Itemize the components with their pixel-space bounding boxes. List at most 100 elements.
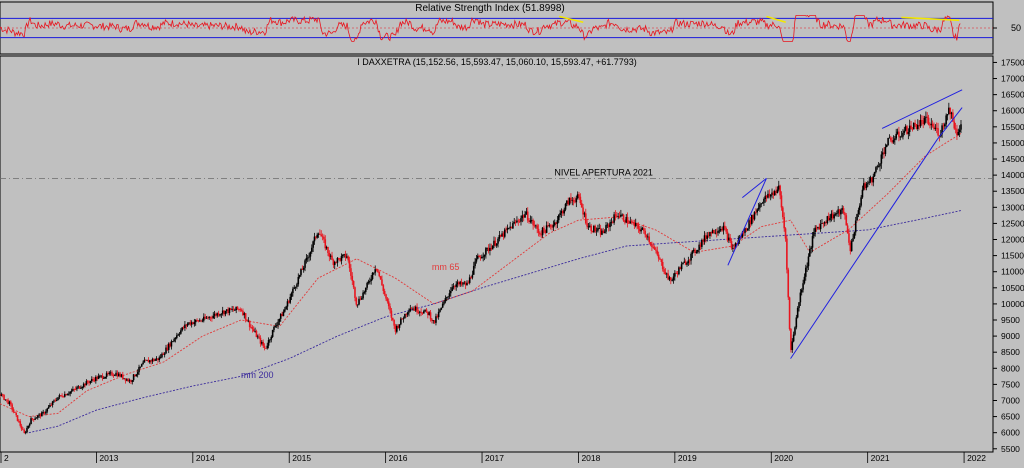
price-y-tick-label: 17500 [1001, 57, 1024, 67]
price-candle [786, 235, 788, 274]
trendline [742, 177, 767, 199]
price-candle [813, 228, 815, 239]
price-candle [436, 314, 439, 319]
price-candle [59, 395, 62, 397]
price-candle [302, 265, 305, 273]
price-candle [128, 378, 131, 384]
price-candle [139, 366, 142, 369]
price-candle [804, 264, 807, 281]
price-candle [503, 227, 506, 239]
price-candle [544, 229, 547, 235]
price-candle [90, 376, 93, 383]
price-candle [682, 262, 684, 265]
price-candle [505, 226, 507, 233]
price-candle [575, 195, 578, 208]
price-candle [432, 320, 435, 324]
price-candle [547, 221, 549, 228]
price-candle [611, 220, 614, 224]
price-candle [327, 246, 329, 257]
price-candle [315, 236, 317, 240]
price-y-tick-label: 12500 [1001, 218, 1024, 228]
price-y-tick-label: 14000 [1001, 170, 1024, 180]
price-candle [464, 281, 467, 290]
price-y-tick-label: 10500 [1001, 283, 1024, 293]
price-candle [795, 314, 798, 330]
price-candle [568, 197, 571, 206]
price-candle [111, 370, 113, 377]
price-candle [472, 261, 475, 275]
price-candle [680, 261, 683, 272]
price-candle [97, 373, 100, 380]
x-tick-label: 2022 [967, 453, 986, 463]
price-candle [476, 253, 479, 260]
price-candle [867, 180, 869, 188]
price-candle [194, 319, 197, 326]
price-candle [906, 125, 908, 135]
price-candle [829, 214, 831, 223]
price-candle [412, 306, 414, 311]
x-tick-label: 2020 [774, 453, 793, 463]
price-candle [564, 202, 567, 212]
price-candle [212, 312, 215, 319]
price-candle [255, 329, 258, 338]
price-candle [908, 119, 911, 137]
price-candle [16, 415, 19, 422]
price-candle [707, 231, 710, 238]
price-candle [43, 411, 46, 415]
price-candle [954, 122, 957, 134]
price-candle [601, 228, 603, 236]
price-candle [927, 114, 930, 126]
price-candle [178, 332, 181, 337]
price-candle [899, 135, 902, 141]
price-candle [941, 123, 943, 138]
price-candle [765, 194, 768, 202]
x-axis: 2 2013 2014 2015 2016 2017 2018 2019 2020 2021 202… [0, 451, 993, 463]
price-candle [80, 385, 82, 389]
price-candle [483, 254, 486, 261]
price-candle [726, 229, 729, 243]
price-candle [26, 425, 28, 434]
price-candle [100, 375, 103, 378]
price-candle [159, 354, 162, 359]
price-candle [513, 217, 516, 225]
price-candle [668, 275, 671, 282]
price-candle [413, 305, 416, 311]
price-candle [599, 224, 602, 238]
price-candle [230, 307, 232, 311]
price-candle [49, 402, 51, 408]
price-candle [783, 212, 785, 232]
price-candle [799, 288, 802, 306]
price-candle [117, 371, 120, 377]
price-candle [58, 393, 61, 400]
price-candle [408, 308, 410, 317]
price-candle [313, 232, 316, 245]
price-candle [768, 189, 771, 199]
price-candle [509, 221, 511, 231]
price-candle [138, 364, 140, 375]
price-candle [103, 376, 105, 379]
price-candle [846, 223, 849, 234]
price-candle [530, 216, 533, 224]
price-candle [957, 128, 960, 136]
price-candle [717, 227, 719, 236]
price-candle [517, 218, 520, 226]
price-candle [553, 219, 556, 227]
price-candle [922, 115, 925, 129]
price-y-tick-label: 5500 [1001, 444, 1020, 454]
price-candle [597, 224, 599, 233]
price-candle [337, 257, 340, 261]
price-candle [584, 208, 587, 225]
price-candle [267, 337, 270, 349]
rsi-divergence-segment [901, 16, 960, 22]
price-candle [304, 259, 306, 272]
price-candle [745, 227, 748, 233]
price-candle [788, 296, 791, 331]
price-candle [703, 231, 706, 245]
price-candle [367, 279, 370, 285]
price-candle [660, 258, 663, 266]
price-candle [714, 229, 717, 235]
price-candle [487, 244, 490, 254]
price-candle [173, 337, 175, 343]
price-candle [350, 264, 352, 280]
